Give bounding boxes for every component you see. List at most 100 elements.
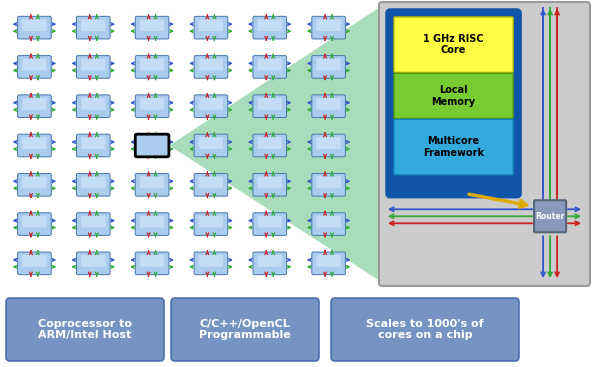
- FancyBboxPatch shape: [77, 134, 110, 157]
- FancyBboxPatch shape: [316, 216, 341, 228]
- FancyBboxPatch shape: [194, 56, 228, 78]
- FancyBboxPatch shape: [253, 174, 286, 196]
- FancyBboxPatch shape: [194, 213, 228, 235]
- FancyBboxPatch shape: [17, 56, 51, 78]
- FancyBboxPatch shape: [194, 95, 228, 117]
- Text: Local
Memory: Local Memory: [431, 85, 476, 107]
- FancyBboxPatch shape: [140, 98, 164, 110]
- FancyBboxPatch shape: [253, 134, 286, 157]
- FancyBboxPatch shape: [253, 252, 286, 275]
- FancyBboxPatch shape: [135, 56, 169, 78]
- FancyBboxPatch shape: [534, 200, 566, 232]
- FancyBboxPatch shape: [135, 252, 169, 275]
- FancyBboxPatch shape: [22, 137, 47, 149]
- Text: Router: Router: [536, 212, 565, 221]
- FancyBboxPatch shape: [140, 255, 164, 267]
- FancyBboxPatch shape: [81, 19, 105, 31]
- FancyBboxPatch shape: [258, 19, 282, 31]
- FancyBboxPatch shape: [316, 98, 341, 110]
- FancyBboxPatch shape: [199, 98, 223, 110]
- FancyBboxPatch shape: [387, 10, 520, 197]
- FancyBboxPatch shape: [77, 95, 110, 117]
- FancyBboxPatch shape: [194, 16, 228, 39]
- FancyBboxPatch shape: [199, 177, 223, 188]
- FancyBboxPatch shape: [171, 298, 319, 361]
- FancyBboxPatch shape: [394, 119, 513, 175]
- FancyBboxPatch shape: [258, 255, 282, 267]
- FancyBboxPatch shape: [81, 98, 105, 110]
- FancyBboxPatch shape: [312, 174, 346, 196]
- FancyBboxPatch shape: [194, 252, 228, 275]
- FancyBboxPatch shape: [140, 137, 164, 149]
- FancyBboxPatch shape: [22, 59, 47, 70]
- FancyBboxPatch shape: [312, 95, 346, 117]
- FancyBboxPatch shape: [258, 59, 282, 70]
- FancyBboxPatch shape: [199, 255, 223, 267]
- FancyBboxPatch shape: [81, 255, 105, 267]
- Text: 1 GHz RISC
Core: 1 GHz RISC Core: [423, 34, 484, 55]
- FancyBboxPatch shape: [258, 98, 282, 110]
- FancyBboxPatch shape: [17, 252, 51, 275]
- FancyBboxPatch shape: [253, 16, 286, 39]
- FancyBboxPatch shape: [81, 59, 105, 70]
- FancyBboxPatch shape: [199, 59, 223, 70]
- FancyBboxPatch shape: [140, 177, 164, 188]
- FancyBboxPatch shape: [135, 16, 169, 39]
- FancyBboxPatch shape: [77, 16, 110, 39]
- FancyBboxPatch shape: [312, 16, 346, 39]
- FancyBboxPatch shape: [77, 174, 110, 196]
- FancyBboxPatch shape: [17, 174, 51, 196]
- FancyBboxPatch shape: [81, 177, 105, 188]
- FancyBboxPatch shape: [22, 255, 47, 267]
- FancyBboxPatch shape: [316, 177, 341, 188]
- FancyBboxPatch shape: [22, 177, 47, 188]
- Text: Coprocessor to
ARM/Intel Host: Coprocessor to ARM/Intel Host: [38, 319, 132, 340]
- FancyBboxPatch shape: [140, 19, 164, 31]
- FancyBboxPatch shape: [316, 59, 341, 70]
- FancyBboxPatch shape: [316, 255, 341, 267]
- FancyBboxPatch shape: [253, 56, 286, 78]
- FancyBboxPatch shape: [140, 59, 164, 70]
- FancyBboxPatch shape: [258, 177, 282, 188]
- FancyBboxPatch shape: [22, 216, 47, 228]
- FancyBboxPatch shape: [6, 298, 164, 361]
- Text: Scales to 1000's of
cores on a chip: Scales to 1000's of cores on a chip: [366, 319, 484, 340]
- FancyBboxPatch shape: [135, 95, 169, 117]
- FancyBboxPatch shape: [394, 73, 513, 119]
- FancyBboxPatch shape: [22, 98, 47, 110]
- FancyBboxPatch shape: [77, 252, 110, 275]
- FancyBboxPatch shape: [258, 137, 282, 149]
- FancyBboxPatch shape: [194, 134, 228, 157]
- FancyBboxPatch shape: [81, 216, 105, 228]
- FancyBboxPatch shape: [379, 2, 590, 286]
- FancyBboxPatch shape: [394, 17, 513, 72]
- FancyBboxPatch shape: [17, 95, 51, 117]
- FancyBboxPatch shape: [199, 137, 223, 149]
- FancyBboxPatch shape: [312, 213, 346, 235]
- FancyBboxPatch shape: [253, 213, 286, 235]
- Text: Multicore
Framework: Multicore Framework: [423, 136, 484, 158]
- FancyBboxPatch shape: [17, 213, 51, 235]
- FancyBboxPatch shape: [17, 16, 51, 39]
- Text: C/C++/OpenCL
Programmable: C/C++/OpenCL Programmable: [199, 319, 291, 340]
- FancyBboxPatch shape: [77, 56, 110, 78]
- FancyBboxPatch shape: [199, 216, 223, 228]
- FancyBboxPatch shape: [258, 216, 282, 228]
- FancyBboxPatch shape: [22, 19, 47, 31]
- FancyBboxPatch shape: [17, 134, 51, 157]
- FancyBboxPatch shape: [77, 213, 110, 235]
- FancyBboxPatch shape: [312, 134, 346, 157]
- FancyBboxPatch shape: [331, 298, 519, 361]
- FancyBboxPatch shape: [135, 174, 169, 196]
- FancyBboxPatch shape: [199, 19, 223, 31]
- FancyBboxPatch shape: [140, 216, 164, 228]
- FancyBboxPatch shape: [312, 252, 346, 275]
- FancyBboxPatch shape: [312, 56, 346, 78]
- Polygon shape: [170, 7, 380, 281]
- FancyBboxPatch shape: [316, 19, 341, 31]
- FancyBboxPatch shape: [194, 174, 228, 196]
- FancyBboxPatch shape: [135, 134, 169, 157]
- FancyBboxPatch shape: [316, 137, 341, 149]
- FancyBboxPatch shape: [135, 213, 169, 235]
- FancyBboxPatch shape: [81, 137, 105, 149]
